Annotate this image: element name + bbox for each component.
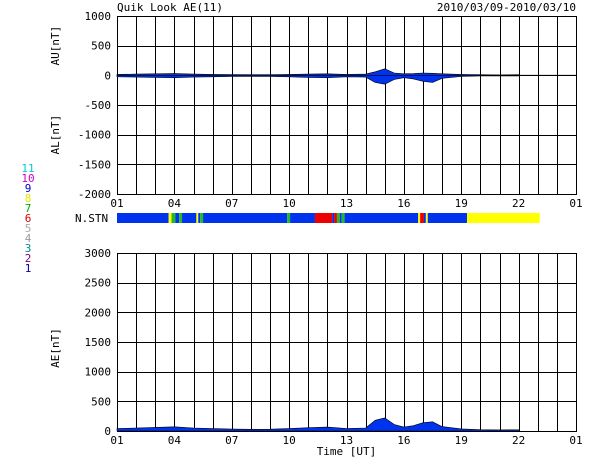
station-segment: [334, 213, 337, 223]
station-segment: [332, 213, 335, 223]
station-legend-item: 9: [25, 182, 32, 195]
station-segment: [175, 213, 180, 223]
plot-frame: [117, 253, 577, 432]
station-legend-item: 5: [25, 222, 32, 235]
chart-title: Quik Look AE(11): [117, 1, 223, 14]
station-legend-item: 11: [21, 162, 34, 175]
au-series: [116, 68, 519, 76]
y-tick-label: -1000: [78, 129, 111, 142]
plot-frame: [117, 16, 577, 195]
station-segment: [425, 213, 428, 223]
station-segment: [344, 213, 419, 223]
station-legend-item: 10: [21, 172, 34, 185]
station-count-bar: N.STN: [75, 212, 540, 225]
x-tick-label: 10: [283, 197, 296, 210]
x-tick-label: 22: [512, 434, 525, 447]
station-segment: [420, 213, 424, 223]
station-segment: [423, 213, 426, 223]
station-segment: [182, 213, 197, 223]
station-legend-item: 6: [25, 212, 32, 225]
y-tick-label: 1000: [85, 10, 112, 23]
x-tick-label: 13: [340, 434, 353, 447]
nstn-label: N.STN: [75, 212, 108, 225]
station-segment: [196, 213, 199, 223]
y-tick-label: 3000: [85, 247, 112, 260]
station-segment: [117, 213, 169, 223]
x-tick-label: 01: [110, 434, 123, 447]
x-tick-label: 01: [569, 434, 582, 447]
x-tick-label: 22: [512, 197, 525, 210]
station-legend-item: 1: [25, 262, 32, 275]
y-tick-label: 0: [104, 69, 111, 82]
x-tick-label: 10: [283, 434, 296, 447]
station-segment: [171, 213, 176, 223]
station-legend-item: 7: [25, 202, 32, 215]
y-tick-label: 2500: [85, 277, 112, 290]
station-segment: [466, 213, 540, 223]
al-series: [116, 75, 519, 85]
station-segment: [418, 213, 421, 223]
x-tick-label: 07: [225, 434, 238, 447]
station-legend-item: 2: [25, 252, 32, 265]
au-axis-label: AU[nT]: [49, 26, 62, 66]
station-segment: [427, 213, 467, 223]
station-segment: [339, 213, 342, 223]
y-tick-label: 500: [91, 40, 111, 53]
station-legend-item: 3: [25, 242, 32, 255]
x-tick-label: 16: [397, 197, 410, 210]
x-tick-label: 16: [397, 434, 410, 447]
y-tick-label: 500: [91, 395, 111, 408]
station-segment: [287, 213, 291, 223]
x-tick-label: 01: [110, 197, 123, 210]
x-tick-label: 19: [455, 434, 468, 447]
x-tick-label: 13: [340, 197, 353, 210]
station-segment: [336, 213, 340, 223]
x-tick-label: 19: [455, 197, 468, 210]
y-tick-label: -500: [85, 99, 112, 112]
station-legend-item: 8: [25, 192, 32, 205]
ae-series: [116, 417, 519, 432]
station-segment: [203, 213, 288, 223]
ae-axis-label: AE[nT]: [49, 328, 62, 368]
station-segment: [198, 213, 201, 223]
y-tick-label: 1500: [85, 336, 112, 349]
station-legend-item: 4: [25, 232, 32, 245]
date-range: 2010/03/09-2010/03/10: [437, 1, 576, 14]
y-tick-label: 2000: [85, 306, 112, 319]
time-axis-label: Time [UT]: [317, 445, 377, 458]
y-tick-label: -1500: [78, 158, 111, 171]
station-segment: [168, 213, 172, 223]
y-tick-label: -2000: [78, 188, 111, 201]
station-segment: [200, 213, 204, 223]
x-tick-label: 01: [569, 197, 582, 210]
y-tick-label: 1000: [85, 366, 112, 379]
x-tick-label: 07: [225, 197, 238, 210]
y-tick-label: 0: [104, 425, 111, 438]
x-tick-label: 04: [168, 434, 182, 447]
station-segment: [341, 213, 345, 223]
station-segment: [290, 213, 315, 223]
station-segment: [314, 213, 333, 223]
station-segment: [179, 213, 183, 223]
al-axis-label: AL[nT]: [49, 115, 62, 155]
x-tick-label: 04: [168, 197, 182, 210]
